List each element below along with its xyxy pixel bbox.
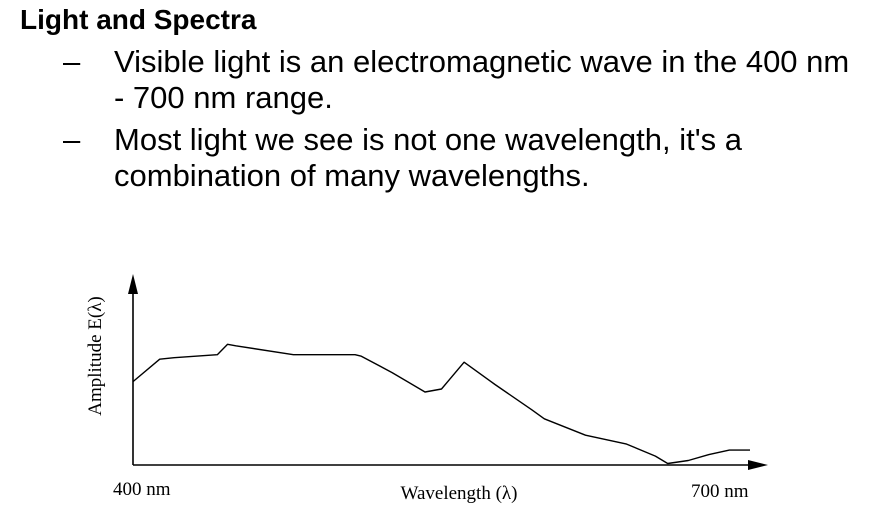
- x-tick-label-end: 700 nm: [691, 481, 749, 502]
- spectrum-curve: [132, 343, 750, 465]
- y-axis-arrowhead: [128, 274, 138, 294]
- bullet-text: Visible light is an electromagnetic wave…: [114, 44, 850, 115]
- x-tick-label-start: 400 nm: [113, 479, 171, 500]
- x-axis-arrowhead: [748, 460, 768, 470]
- x-axis-label: Wavelength (λ): [401, 483, 518, 504]
- bullet-dash: –: [63, 44, 81, 79]
- y-axis-label: Amplitude E(λ): [85, 296, 106, 416]
- bullet-dash: –: [63, 122, 81, 157]
- bullet-text: Most light we see is not one wavelength,…: [114, 122, 742, 193]
- slide-title: Light and Spectra: [20, 4, 257, 35]
